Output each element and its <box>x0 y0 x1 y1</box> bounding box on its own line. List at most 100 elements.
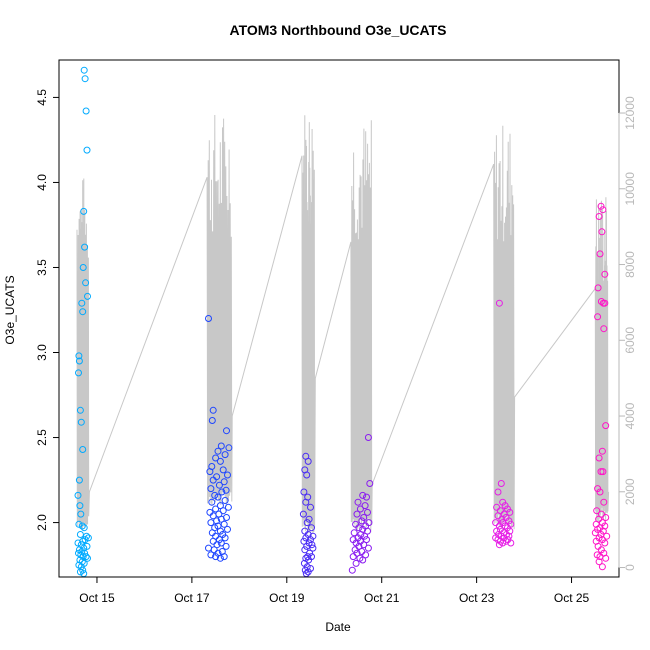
y-tick-label: 2.0 <box>35 514 49 531</box>
data-point <box>594 284 602 292</box>
data-point <box>219 466 227 474</box>
data-point <box>595 213 603 220</box>
data-point <box>218 488 226 496</box>
data-point <box>78 522 86 530</box>
data-point <box>603 532 611 540</box>
data-point <box>364 527 371 535</box>
data-point <box>594 313 602 321</box>
data-point <box>76 502 84 510</box>
y-tick-label: 2.5 <box>35 429 49 446</box>
data-point <box>360 541 368 549</box>
data-point <box>77 418 85 426</box>
data-point <box>305 556 313 564</box>
data-point <box>499 539 507 547</box>
data-point <box>216 554 224 562</box>
data-point <box>602 554 610 562</box>
data-point <box>78 299 86 307</box>
y-axis-left: 2.0 2.5 3.0 3.5 4.0 4.5 <box>35 89 60 531</box>
data-point <box>209 512 217 520</box>
x-axis-label: Date <box>325 620 351 634</box>
x-tick-label: Oct 23 <box>459 591 495 605</box>
data-point <box>209 476 217 484</box>
data-point <box>597 202 605 210</box>
data-point <box>215 481 223 489</box>
data-point <box>75 520 83 528</box>
data-point <box>595 454 603 462</box>
data-point <box>83 542 91 550</box>
data-point <box>299 510 307 518</box>
data-point <box>81 75 89 83</box>
x-tick-label: Oct 15 <box>79 591 115 605</box>
data-point <box>306 549 314 557</box>
data-point <box>77 510 85 518</box>
data-point <box>302 498 310 506</box>
chart-title: ATOM3 Northbound O3e_UCATS <box>230 22 447 38</box>
data-point <box>363 536 370 544</box>
data-point <box>498 515 506 523</box>
data-point <box>300 488 308 496</box>
data-point <box>301 546 309 554</box>
data-point <box>76 406 84 414</box>
data-point <box>599 468 607 476</box>
data-point <box>308 524 315 532</box>
data-point <box>595 558 603 566</box>
data-point <box>75 352 83 360</box>
data-point <box>208 498 216 506</box>
y-axis-label: O3e_UCATS <box>3 275 17 344</box>
data-point <box>209 537 217 545</box>
data-point <box>493 527 501 535</box>
data-point <box>219 507 227 515</box>
data-point <box>206 468 214 476</box>
data-point <box>221 497 229 504</box>
data-point <box>597 468 605 476</box>
data-point <box>360 514 368 521</box>
data-point <box>602 514 610 521</box>
data-point <box>82 107 90 115</box>
data-point <box>77 563 85 571</box>
data-point <box>209 406 217 414</box>
data-point <box>307 503 314 511</box>
data-point <box>81 243 89 251</box>
data-point <box>351 546 359 554</box>
data-point <box>220 478 228 486</box>
y2-tick-label: 8000 <box>623 251 637 278</box>
data-point <box>80 207 88 215</box>
data-point <box>208 417 216 424</box>
data-point <box>80 544 88 552</box>
data-point <box>223 427 230 435</box>
data-point <box>75 357 83 365</box>
data-point <box>80 66 88 74</box>
data-point <box>75 369 82 377</box>
x-axis: Oct 15 Oct 17 Oct 19 Oct 21 Oct 23 Oct 25 <box>79 576 590 605</box>
altitude-series <box>76 114 610 534</box>
data-point <box>597 298 605 305</box>
data-point <box>82 553 90 561</box>
data-point <box>83 146 91 154</box>
data-point <box>224 525 231 533</box>
data-point <box>358 517 366 525</box>
data-point <box>600 325 608 333</box>
data-point <box>602 422 610 430</box>
data-point <box>598 447 606 455</box>
x-tick-label: Oct 25 <box>554 591 590 605</box>
data-point <box>76 568 84 576</box>
data-point <box>217 442 225 450</box>
data-points <box>74 66 611 578</box>
data-point <box>601 270 609 278</box>
x-tick-label: Oct 21 <box>364 591 400 605</box>
data-point <box>600 498 608 506</box>
data-point <box>598 228 606 236</box>
data-point <box>83 532 90 540</box>
data-point <box>208 529 216 537</box>
data-point <box>217 515 225 523</box>
data-point <box>79 264 87 271</box>
data-point <box>222 542 230 550</box>
data-point <box>495 541 503 549</box>
x-tick-label: Oct 17 <box>174 591 210 605</box>
data-point <box>502 537 510 545</box>
data-point <box>353 510 361 518</box>
data-point <box>76 531 84 538</box>
data-point <box>349 553 357 561</box>
data-point <box>303 542 311 550</box>
